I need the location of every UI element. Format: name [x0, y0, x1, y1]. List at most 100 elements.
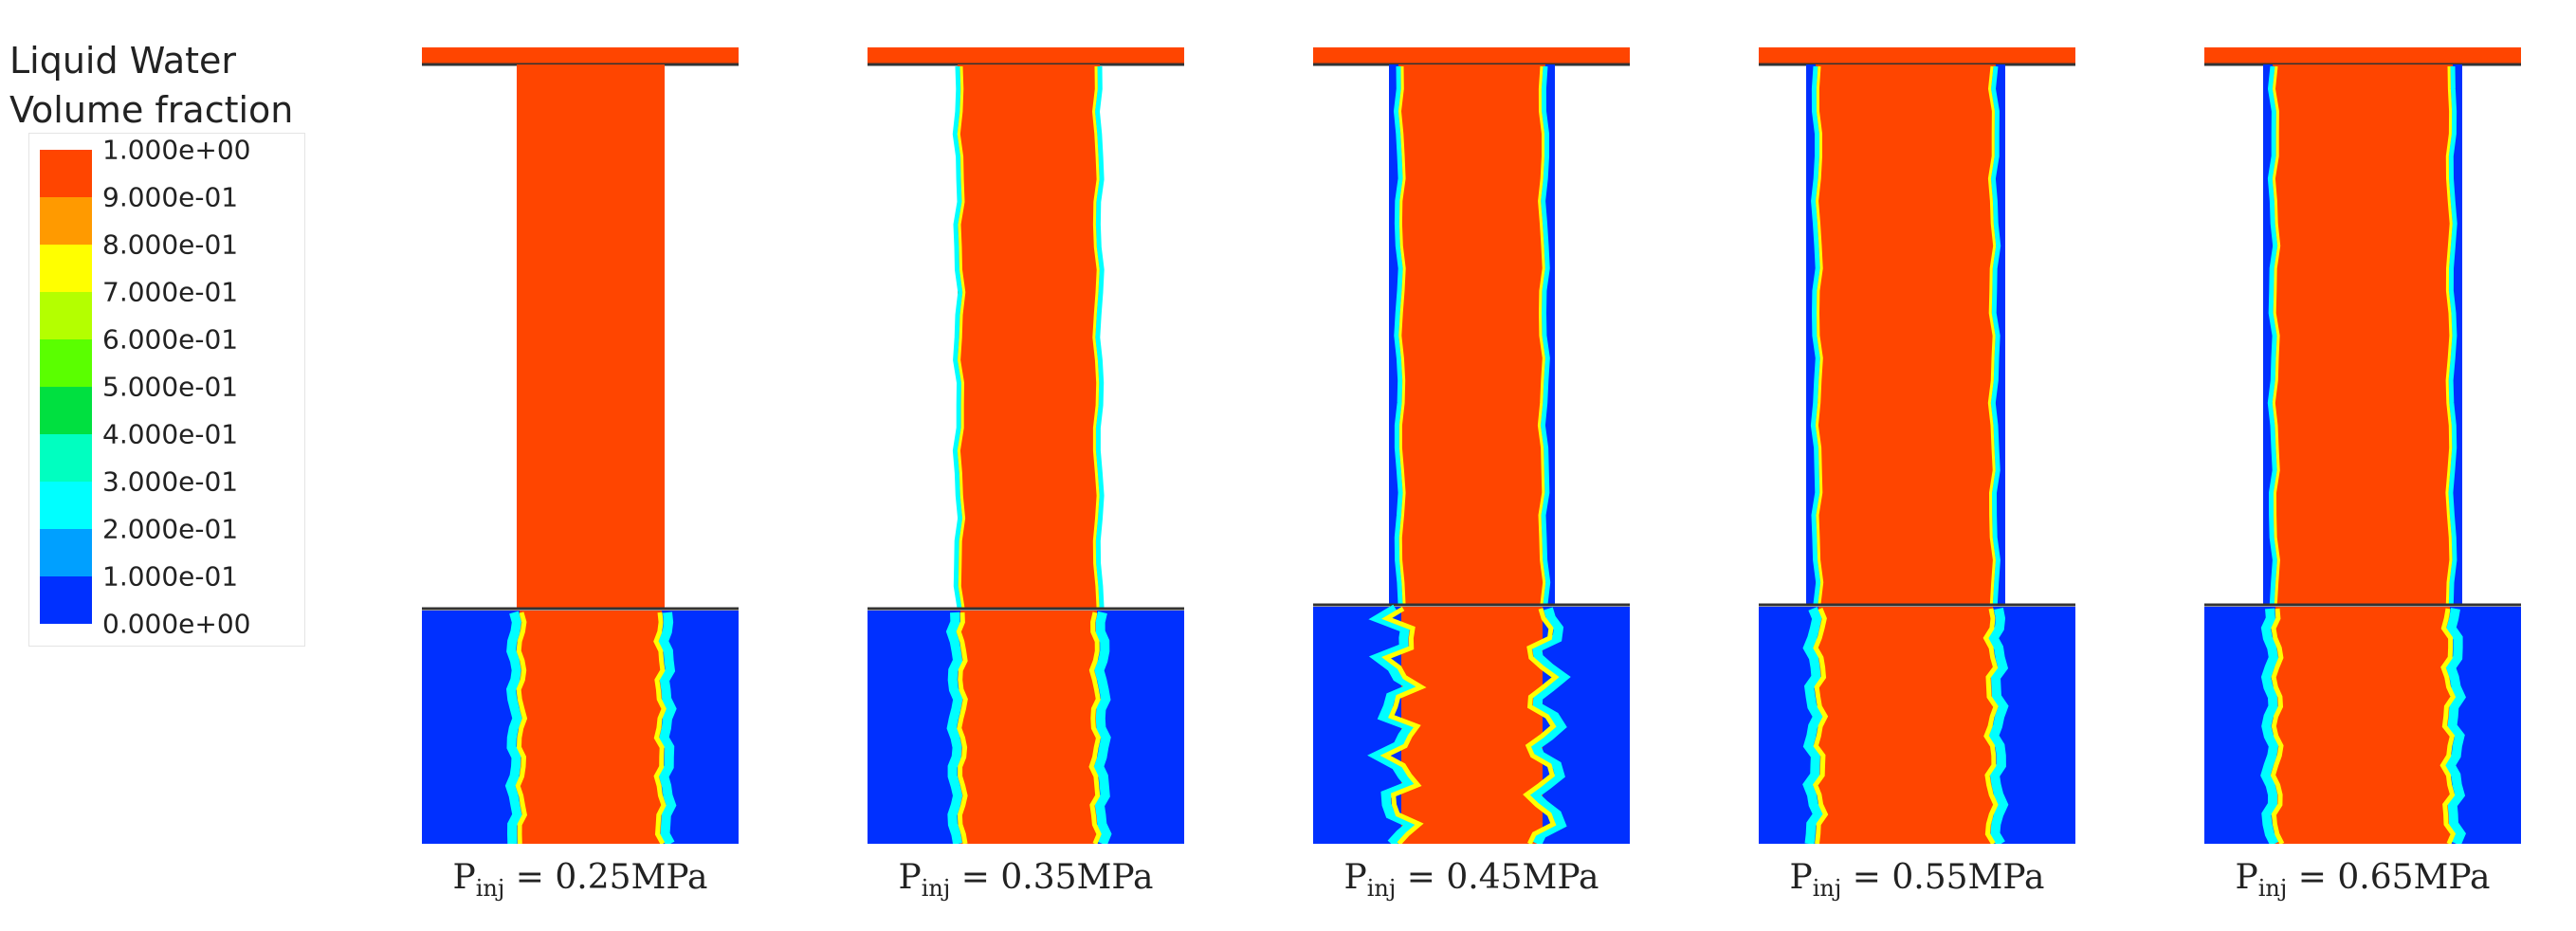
upper-water-jet [1816, 64, 1996, 605]
lower-water-jet [1401, 607, 1543, 844]
upper-jet-edge-left-inner [2272, 65, 2281, 606]
lower-jet-edge-right [2439, 608, 2457, 844]
legend-swatch [40, 197, 92, 245]
caption-symbol: P [1343, 858, 1367, 897]
lower-jet-edge-left [1812, 608, 1829, 844]
legend-tick-label: 6.000e-01 [102, 323, 239, 356]
legend-swatch [40, 434, 92, 482]
lower-jet-edge-left [2260, 608, 2279, 844]
lower-water-jet [1818, 607, 1993, 844]
legend-swatch [40, 576, 92, 624]
legend-swatch [40, 529, 92, 576]
caption-pressure: = 0.25MPa [504, 858, 708, 897]
simulation-panel [422, 47, 739, 844]
upper-jet-edge-right [1990, 65, 2001, 606]
simulation-panel [868, 47, 1184, 844]
legend-tick-label: 1.000e+00 [102, 134, 251, 166]
legend-swatch [40, 339, 92, 387]
contour-plot [1759, 47, 2075, 844]
caption-pressure: = 0.45MPa [1396, 858, 1599, 897]
upper-jet-edge-right-inner [1537, 65, 1546, 606]
caption-pressure: = 0.35MPa [950, 858, 1154, 897]
lower-jet-edge-right [1523, 608, 1560, 844]
lower-jet-edge-left [1802, 607, 1824, 844]
legend-tick-label: 1.000e-01 [102, 560, 239, 593]
panel-caption: Pinj = 0.55MPa [1759, 858, 2075, 902]
caption-subscript: inj [1366, 875, 1397, 903]
legend-tick-label: 3.000e-01 [102, 466, 239, 498]
caption-subscript: inj [921, 875, 951, 903]
upper-jet-edge-left-inner [1815, 65, 1824, 606]
legend-swatch [40, 482, 92, 529]
lower-jet-edge-right [1987, 608, 2009, 844]
top-water-bar [1313, 47, 1630, 64]
upper-jet-edge-right-inner [1987, 65, 1997, 606]
upper-jet-edge-left [1393, 65, 1403, 606]
lower-jet-edge-right [1526, 607, 1571, 844]
caption-subscript: inj [475, 875, 505, 903]
top-water-bar [422, 47, 739, 64]
lower-jet-edge-left [2270, 608, 2285, 844]
legend-title-line1: Liquid Water [9, 40, 237, 82]
legend-tick-label: 4.000e-01 [102, 418, 239, 450]
legend-tick-label: 7.000e-01 [102, 276, 239, 308]
caption-pressure: = 0.65MPa [2287, 858, 2491, 897]
lower-water-jet [960, 611, 1097, 844]
contour-plot [2204, 47, 2521, 844]
legend-tick-label: 0.000e+00 [102, 608, 251, 640]
upper-water-jet [958, 64, 1100, 609]
caption-pressure: = 0.55MPa [1841, 858, 2045, 897]
top-water-bar [2204, 47, 2521, 64]
upper-jet-edge-left [2267, 65, 2278, 606]
upper-jet-edge-right [2448, 65, 2457, 606]
legend-title-line2: Volume fraction [9, 89, 294, 131]
lower-jet-edge-right [2444, 608, 2467, 844]
top-water-bar [868, 47, 1184, 64]
lower-jet-edge-left [945, 612, 963, 844]
legend-swatch [40, 150, 92, 197]
upper-jet-edge-right-inner [1091, 65, 1100, 610]
caption-symbol: P [452, 858, 476, 897]
upper-water-jet [2273, 64, 2453, 605]
simulation-panel [2204, 47, 2521, 844]
panel-caption: Pinj = 0.45MPa [1313, 858, 1630, 902]
caption-subscript: inj [1812, 875, 1842, 903]
contour-plot [1313, 47, 1630, 844]
upper-water-jet [517, 64, 665, 609]
caption-subscript: inj [2257, 875, 2288, 903]
lower-jet-edge-left [1379, 606, 1427, 844]
upper-jet-edge-left-inner [1398, 65, 1406, 606]
contour-plot [422, 47, 739, 844]
lower-jet-edge-right [653, 612, 667, 844]
caption-symbol: P [898, 858, 922, 897]
simulation-panel [1759, 47, 2075, 844]
caption-symbol: P [1789, 858, 1813, 897]
upper-jet-edge-left [1810, 65, 1821, 606]
upper-jet-edge-left [952, 65, 963, 610]
legend-swatch [40, 292, 92, 339]
legend-tick-label: 5.000e-01 [102, 371, 239, 403]
lower-jet-edge-left [504, 611, 522, 844]
legend-tick-label: 9.000e-01 [102, 181, 239, 213]
lower-jet-edge-right [1093, 611, 1112, 844]
top-water-bar [1759, 47, 2075, 64]
lower-water-jet [2275, 607, 2450, 844]
upper-jet-edge-right [1540, 65, 1551, 606]
upper-jet-edge-right [1094, 65, 1105, 610]
lower-jet-edge-left [1367, 604, 1425, 844]
legend-tick-label: 8.000e-01 [102, 228, 239, 261]
panel-caption: Pinj = 0.35MPa [868, 858, 1184, 902]
upper-water-jet [1398, 64, 1545, 605]
panel-caption: Pinj = 0.65MPa [2204, 858, 2521, 902]
contour-plot [868, 47, 1184, 844]
caption-symbol: P [2235, 858, 2258, 897]
upper-jet-edge-left-inner [957, 65, 966, 610]
legend-swatch [40, 245, 92, 292]
lower-water-jet [520, 611, 662, 844]
lower-jet-edge-left [515, 612, 528, 844]
upper-jet-edge-right-inner [2445, 65, 2453, 606]
simulation-panel [1313, 47, 1630, 844]
lower-jet-edge-right [1982, 608, 1999, 844]
legend-swatch [40, 387, 92, 434]
legend-tick-label: 2.000e-01 [102, 513, 239, 545]
